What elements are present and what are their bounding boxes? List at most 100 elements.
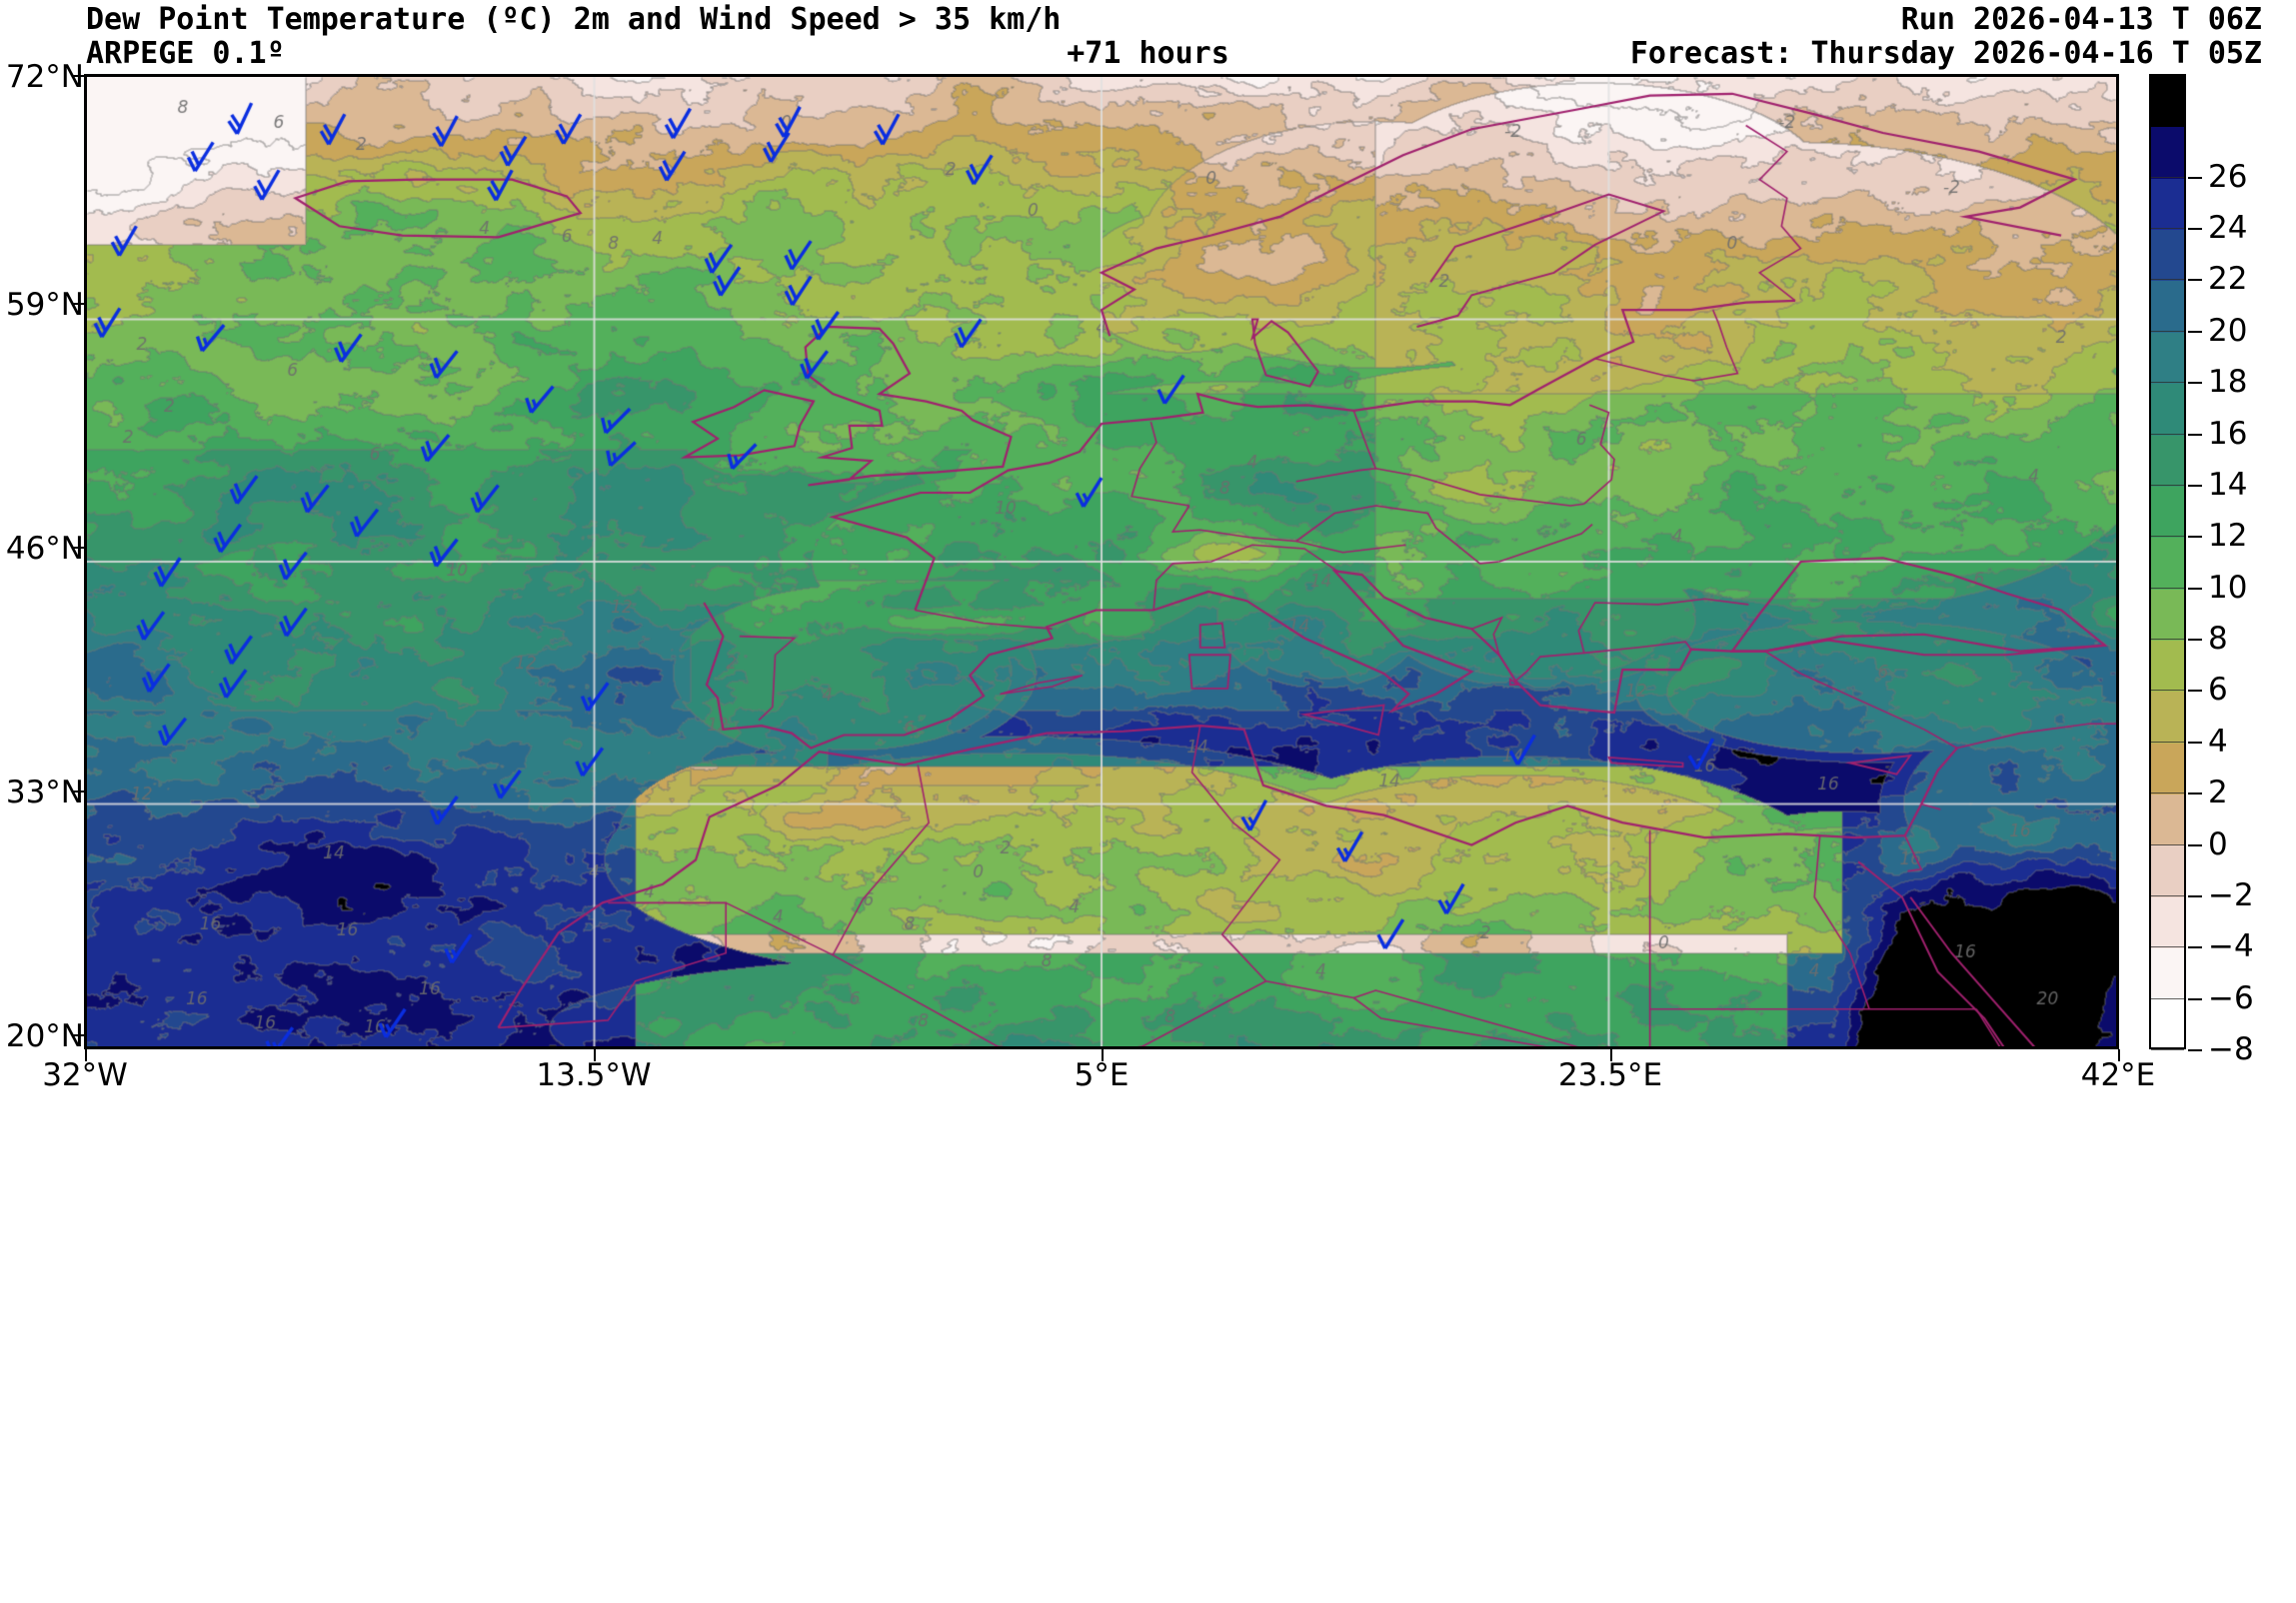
figure-title: Dew Point Temperature (ºC) 2m and Wind S… (86, 2, 1062, 37)
colorbar-segment (2151, 948, 2184, 1000)
colorbar-tick (2188, 330, 2202, 333)
lon-tick-5e (1102, 1049, 1104, 1061)
lat-tick-20n (72, 1034, 85, 1036)
colorbar-tick-label: 22 (2208, 261, 2248, 298)
colorbar-tick (2188, 382, 2202, 385)
colorbar-divider (2151, 741, 2184, 743)
lead-time-label: +71 hours (1067, 36, 1229, 71)
colorbar-divider (2151, 433, 2184, 435)
colorbar-tick (2188, 433, 2202, 436)
lat-label-20n: 20°N (5, 1018, 84, 1054)
lon-tick-235e (1610, 1049, 1612, 1061)
colorbar-segment (2151, 795, 2184, 846)
colorbar-segment (2151, 692, 2184, 744)
colorbar-tick-label: −8 (2208, 1031, 2254, 1067)
colorbar-tick-label: 24 (2208, 210, 2248, 247)
colorbar-tick-label: −6 (2208, 979, 2254, 1016)
colorbar-segment (2151, 230, 2184, 282)
forecast-valid-label: Forecast: Thursday 2026-04-16 T 05Z (1629, 36, 2262, 71)
lon-tick-135w (594, 1049, 596, 1061)
lon-label-42e: 42°E (2080, 1057, 2156, 1093)
colorbar-divider (2151, 176, 2184, 178)
colorbar-tick-label: 12 (2208, 518, 2248, 555)
colorbar-segment (2151, 845, 2184, 897)
colorbar-tick-label: 2 (2208, 775, 2228, 811)
colorbar-divider (2151, 843, 2184, 845)
colorbar-segment (2151, 384, 2184, 436)
colorbar-tick (2188, 894, 2202, 897)
temperature-colorbar (2149, 74, 2186, 1049)
colorbar-divider (2151, 894, 2184, 896)
colorbar-tick-label: −4 (2208, 928, 2254, 965)
colorbar-tick-label: 8 (2208, 621, 2228, 658)
colorbar-segment (2151, 743, 2184, 796)
colorbar-tick (2188, 843, 2202, 846)
model-run-label: Run 2026-04-13 T 06Z (1900, 2, 2262, 37)
colorbar-divider (2151, 484, 2184, 486)
colorbar-divider (2151, 690, 2184, 692)
colorbar-divider (2151, 1049, 2184, 1050)
lon-tick-42e (2118, 1049, 2120, 1061)
colorbar-divider (2151, 587, 2184, 589)
lon-tick-32w (85, 1049, 87, 1061)
colorbar-tick-label: 10 (2208, 569, 2248, 606)
colorbar-segment (2151, 76, 2184, 128)
colorbar-divider (2151, 228, 2184, 230)
lat-label-33n: 33°N (5, 775, 84, 810)
colorbar-tick (2188, 793, 2202, 796)
colorbar-tick (2188, 690, 2202, 693)
lon-label-5e: 5°E (1074, 1057, 1130, 1093)
colorbar-divider (2151, 536, 2184, 538)
lon-label-135w: 13.5°W (536, 1057, 652, 1093)
colorbar-tick-label: 16 (2208, 415, 2248, 452)
colorbar-divider (2151, 382, 2184, 384)
colorbar-tick (2188, 484, 2202, 487)
lon-label-32w: 32°W (42, 1057, 128, 1093)
colorbar-tick-label: 20 (2208, 312, 2248, 349)
colorbar-segment (2151, 178, 2184, 231)
lat-tick-46n (72, 547, 85, 549)
colorbar-divider (2151, 330, 2184, 332)
colorbar-segment (2151, 281, 2184, 333)
colorbar-segment (2151, 999, 2184, 1047)
lat-label-46n: 46°N (5, 531, 84, 567)
colorbar-divider (2151, 279, 2184, 281)
colorbar-tick (2188, 1049, 2202, 1051)
colorbar-tick (2188, 279, 2202, 282)
colorbar-tick (2188, 587, 2202, 590)
model-name-label: ARPEGE 0.1º (86, 36, 285, 71)
lon-label-235e: 23.5°E (1557, 1057, 1663, 1093)
colorbar-tick (2188, 946, 2202, 949)
map-raster (87, 77, 2116, 1046)
lat-label-59n: 59°N (5, 287, 84, 323)
weather-map[interactable] (84, 74, 2119, 1049)
header-line-1: Dew Point Temperature (ºC) 2m and Wind S… (0, 2, 2296, 37)
colorbar-divider (2151, 639, 2184, 641)
colorbar-tick-label: 4 (2208, 723, 2228, 760)
colorbar-segment (2151, 435, 2184, 487)
colorbar-tick (2188, 741, 2202, 744)
lat-tick-59n (72, 303, 85, 305)
figure-header: Dew Point Temperature (ºC) 2m and Wind S… (0, 0, 2296, 76)
colorbar-tick (2188, 536, 2202, 539)
colorbar-tick-label: 14 (2208, 466, 2248, 503)
colorbar-segment (2151, 538, 2184, 590)
lat-tick-33n (72, 791, 85, 793)
colorbar-segment (2151, 486, 2184, 539)
lat-tick-72n (72, 75, 85, 77)
colorbar-divider (2151, 946, 2184, 948)
colorbar-tick (2188, 639, 2202, 642)
colorbar-divider (2151, 997, 2184, 999)
colorbar-tick-label: 26 (2208, 158, 2248, 195)
colorbar-tick-label: −2 (2208, 876, 2254, 913)
colorbar-tick (2188, 176, 2202, 179)
colorbar-segment (2151, 127, 2184, 179)
colorbar-tick-label: 6 (2208, 672, 2228, 709)
colorbar-segment (2151, 332, 2184, 385)
colorbar-divider (2151, 793, 2184, 795)
lat-label-72n: 72°N (5, 59, 84, 95)
colorbar-segment (2151, 896, 2184, 949)
header-line-2: ARPEGE 0.1º +71 hours Forecast: Thursday… (0, 36, 2296, 71)
colorbar-tick (2188, 228, 2202, 231)
colorbar-tick-label: 18 (2208, 364, 2248, 401)
